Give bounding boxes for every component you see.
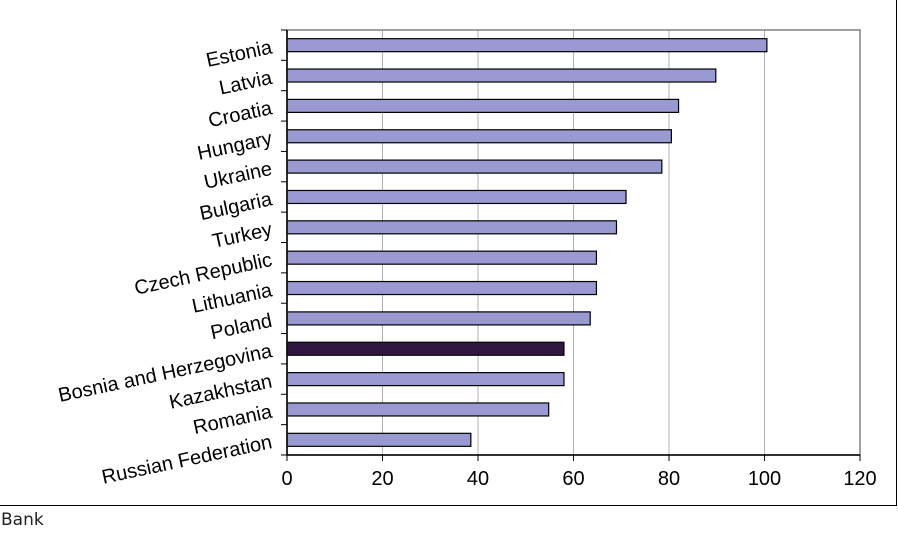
category-label: Turkey: [210, 219, 274, 253]
bar: [286, 38, 768, 53]
grid-layer: [287, 30, 861, 455]
bar: [286, 98, 680, 113]
bar-chart: 0 20 40 60 80 100 120EstoniaLatviaCroatiaHunga…: [56, 29, 877, 490]
x-tick-label: 0: [281, 468, 292, 490]
chart-frame: [0, 0, 897, 506]
footer-caption: Bank: [1, 510, 44, 530]
bar: [286, 189, 627, 205]
bar-layer: [286, 38, 768, 447]
bar: [286, 129, 672, 144]
x-tick-label: 60: [562, 468, 584, 490]
category-label: Latvia: [217, 67, 275, 100]
bar: [286, 250, 598, 265]
x-tick-label: 120: [843, 468, 876, 490]
x-tick-label: 40: [467, 468, 489, 490]
bar: [286, 432, 472, 447]
category-label: Estonia: [204, 36, 275, 72]
x-tick-label: 20: [371, 468, 393, 490]
bar: [286, 372, 565, 387]
bar: [286, 159, 663, 174]
category-label: Ukraine: [202, 158, 274, 194]
category-label: Russian Federation: [100, 431, 274, 489]
bar: [286, 280, 598, 296]
bar: [286, 220, 618, 235]
x-tick-label: 80: [658, 468, 680, 490]
bar: [286, 311, 591, 326]
bar: [286, 341, 565, 356]
category-label: Poland: [209, 310, 274, 344]
x-tick-label: 100: [748, 468, 781, 490]
bar: [286, 68, 717, 83]
axis-layer: [281, 29, 861, 461]
bar: [286, 402, 550, 417]
category-label: Croatia: [206, 97, 274, 132]
